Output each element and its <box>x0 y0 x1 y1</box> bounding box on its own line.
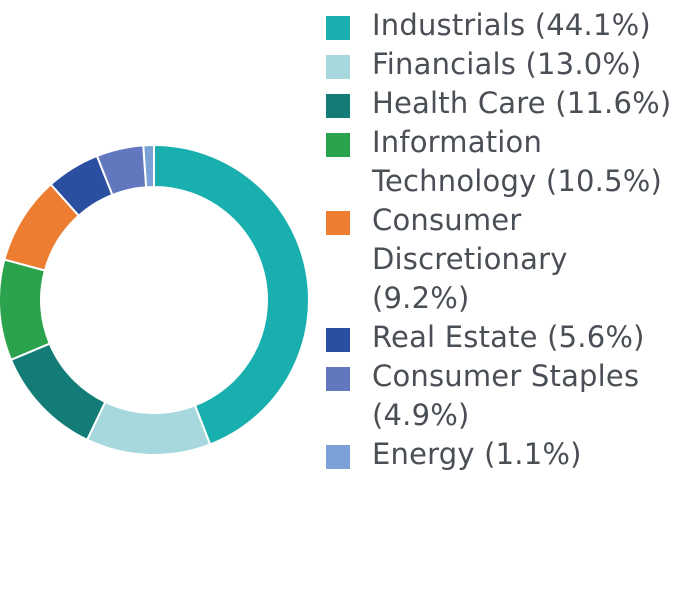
donut-slice-energy <box>142 143 155 189</box>
legend-label: Health Care (11.6%) <box>372 86 672 120</box>
legend-label: Industrials (44.1%) <box>372 8 651 42</box>
donut-slice-industrials <box>153 143 310 446</box>
legend-item-information-technology: Information Technology (10.5%) <box>322 122 672 200</box>
legend-swatch <box>326 133 350 157</box>
legend-swatch <box>326 367 350 391</box>
legend-item-consumer-discretionary: Consumer Discretionary (9.2%) <box>322 200 672 317</box>
legend-label: Information <box>372 125 543 159</box>
legend-label: Consumer <box>372 203 522 237</box>
legend-label: (9.2%) <box>372 281 470 315</box>
legend-swatch <box>326 211 350 235</box>
legend-label: Consumer Staples <box>372 359 640 393</box>
legend-item-health-care: Health Care (11.6%) <box>322 83 672 122</box>
legend-label: Energy (1.1%) <box>372 437 582 471</box>
legend-swatch <box>326 445 350 469</box>
legend-swatch <box>326 16 350 40</box>
legend-label: Real Estate (5.6%) <box>372 320 645 354</box>
legend-swatch <box>326 55 350 79</box>
legend-swatch <box>326 94 350 118</box>
legend-item-financials: Financials (13.0%) <box>322 44 672 83</box>
legend-item-energy: Energy (1.1%) <box>322 434 672 473</box>
legend-item-real-estate: Real Estate (5.6%) <box>322 317 672 356</box>
legend-label: Technology (10.5%) <box>372 164 663 198</box>
legend-swatch <box>326 328 350 352</box>
legend-label: Financials (13.0%) <box>372 47 642 81</box>
legend-label: Discretionary <box>372 242 568 276</box>
legend-item-industrials: Industrials (44.1%) <box>322 5 672 44</box>
donut-chart <box>0 143 310 456</box>
donut-slice-health-care <box>9 342 107 442</box>
donut-slice-financials <box>85 400 212 456</box>
legend: Industrials (44.1%) Financials (13.0%) Hea… <box>322 0 672 600</box>
legend-item-consumer-staples: Consumer Staples (4.9%) <box>322 356 672 434</box>
legend-label: (4.9%) <box>372 398 470 432</box>
donut-slice-information-technology <box>0 258 52 362</box>
